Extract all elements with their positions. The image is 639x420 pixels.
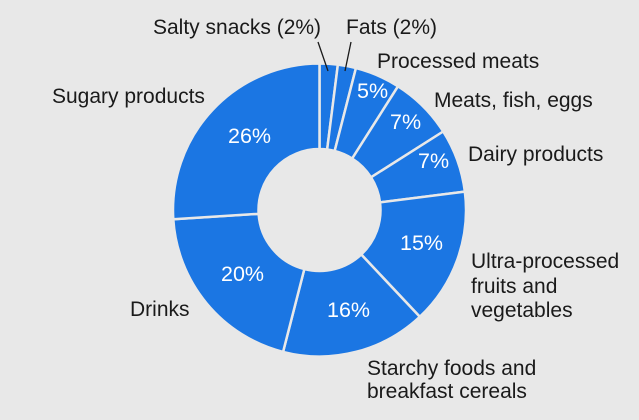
svg-text:Dairy products: Dairy products (468, 143, 603, 166)
svg-text:Salty snacks (2%): Salty snacks (2%) (153, 16, 321, 39)
svg-text:26%: 26% (228, 124, 271, 148)
svg-text:Sugary products: Sugary products (52, 85, 205, 108)
svg-text:Ultra-processed: Ultra-processed (471, 250, 619, 273)
svg-text:15%: 15% (400, 231, 443, 255)
svg-text:Processed meats: Processed meats (377, 50, 539, 73)
svg-text:16%: 16% (327, 298, 370, 322)
svg-text:Drinks: Drinks (130, 298, 190, 321)
svg-text:20%: 20% (221, 262, 264, 286)
svg-text:fruits and: fruits and (471, 275, 557, 298)
svg-text:Fats (2%): Fats (2%) (346, 16, 437, 39)
svg-text:Starchy foods and: Starchy foods and (367, 357, 536, 380)
svg-text:7%: 7% (418, 149, 449, 173)
svg-text:vegetables: vegetables (471, 299, 573, 322)
svg-text:5%: 5% (357, 79, 388, 103)
svg-text:7%: 7% (390, 110, 421, 134)
svg-text:breakfast cereals: breakfast cereals (367, 380, 527, 403)
svg-text:Meats, fish, eggs: Meats, fish, eggs (434, 89, 593, 112)
